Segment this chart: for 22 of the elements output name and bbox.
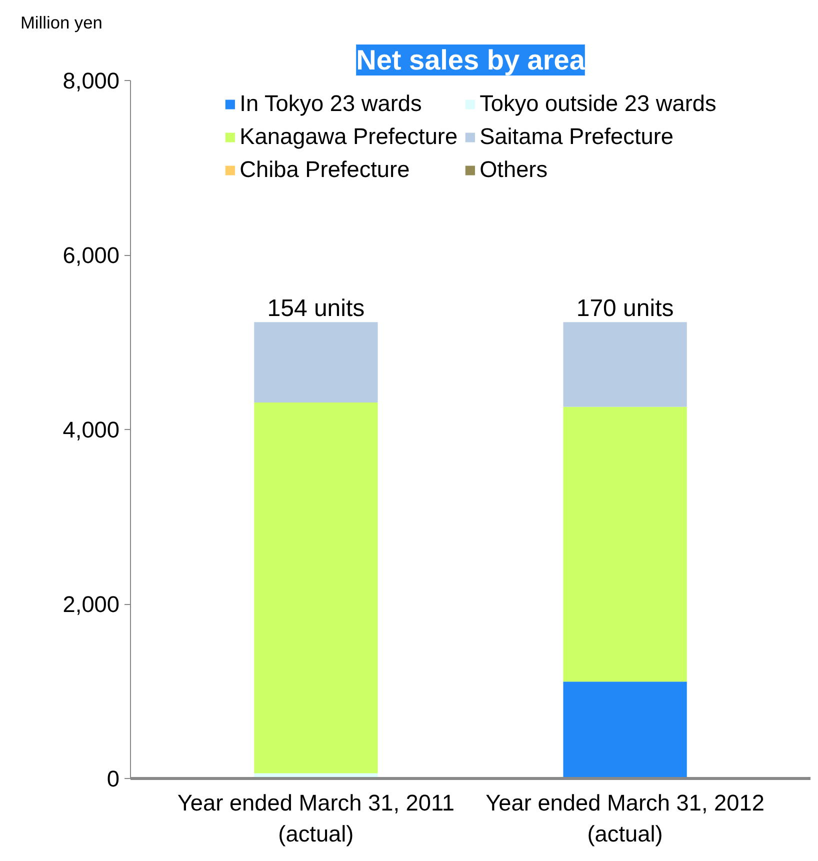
annotation: 170 units (576, 295, 674, 322)
y-tick-label: 4,000 (62, 416, 120, 442)
legend-label: In Tokyo 23 wards (240, 90, 422, 117)
chart-title: Net sales by area (356, 44, 586, 76)
bar (254, 402, 378, 774)
annotation: 154 units (267, 295, 365, 322)
y-tick-label: 8,000 (62, 68, 120, 94)
x-tick-label: Year ended March 31, 2011 (actual) (177, 790, 455, 847)
bar (563, 406, 687, 682)
legend-label: Saitama Prefecture (480, 123, 674, 150)
bar (563, 322, 687, 407)
legend-label: Kanagawa Prefecture (240, 123, 458, 150)
legend-label: Others (480, 156, 548, 183)
y-axis-title: Million yen (20, 12, 102, 32)
y-tick-label: 2,000 (62, 591, 120, 617)
y-tick-label: 0 (106, 766, 120, 792)
bar (254, 322, 378, 402)
legend-label: Tokyo outside 23 wards (480, 90, 716, 117)
legend-label: Chiba Prefecture (240, 156, 410, 183)
x-tick-label: Year ended March 31, 2012 (actual) (486, 790, 764, 847)
bar (563, 682, 687, 778)
y-tick-label: 6,000 (62, 242, 120, 268)
